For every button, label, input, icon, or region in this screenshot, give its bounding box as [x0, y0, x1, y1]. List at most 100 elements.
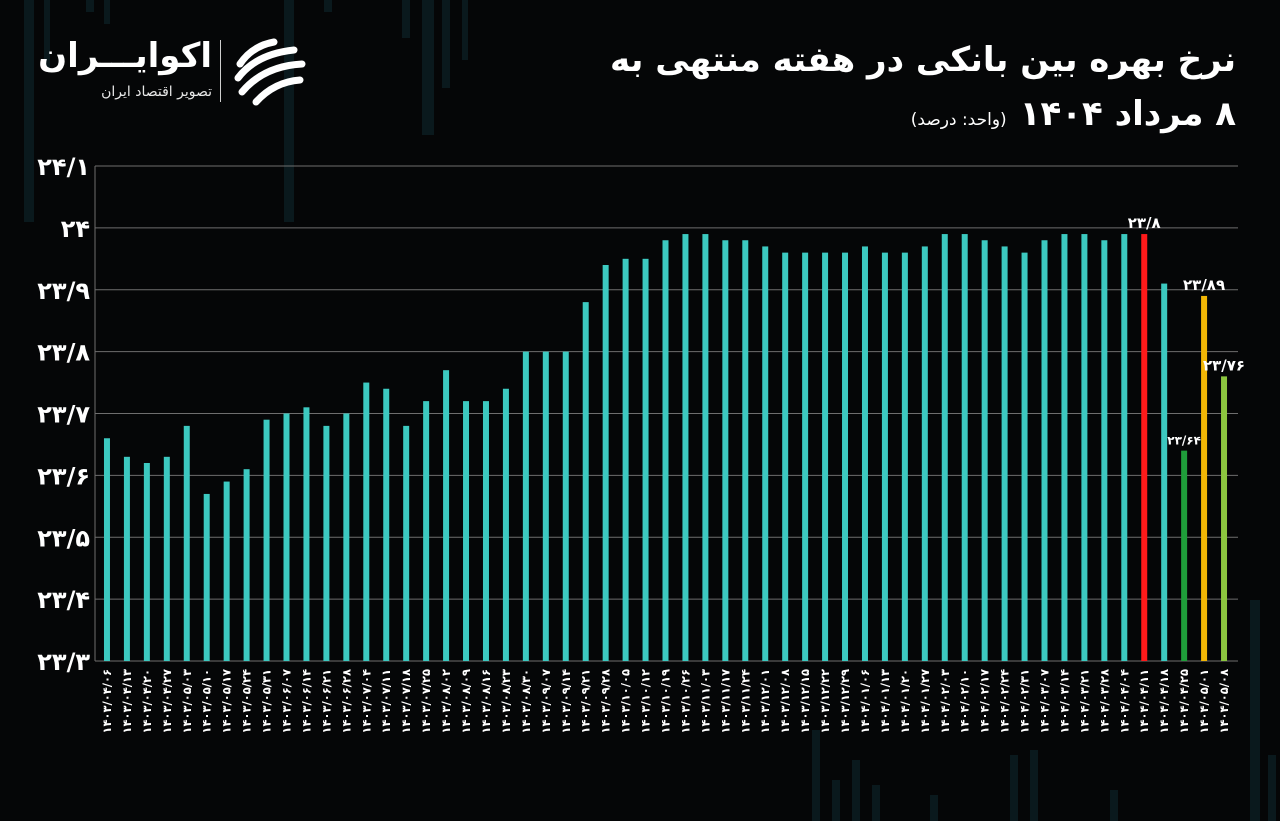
x-tick-label: ۱۴۰۳/۱۱/۲۴ [738, 669, 752, 734]
bar [343, 413, 350, 661]
x-tick-label: ۱۴۰۴/۰۱/۱۳ [878, 669, 892, 734]
chart-title: نرخ بهره بین بانکی در هفته منتهی به [609, 40, 1236, 80]
bar [542, 351, 549, 661]
y-tick-label: ۲۳/۹ [37, 277, 90, 305]
bar [1001, 246, 1008, 661]
x-tick-label: ۱۴۰۳/۰۷/۰۴ [359, 669, 373, 734]
background-candle [1030, 750, 1038, 821]
x-tick-label: ۱۴۰۴/۰۳/۲۸ [1097, 669, 1111, 734]
background-candle [442, 0, 450, 88]
y-tick-label: ۲۳/۷ [37, 401, 90, 429]
background-candle [1010, 755, 1018, 821]
bar [981, 240, 988, 661]
bar [223, 481, 230, 661]
x-tick-label: ۱۴۰۳/۱۱/۰۳ [698, 669, 712, 734]
y-tick-label: ۲۴/۱ [37, 153, 90, 181]
brand-name: اکوایـــران [38, 36, 212, 76]
bar [283, 413, 290, 661]
bar [901, 252, 908, 661]
x-tick-label: ۱۴۰۴/۰۵/۰۱ [1197, 669, 1211, 734]
data-label: ۲۳/۶۴ [1167, 434, 1201, 448]
x-tick-label: ۱۴۰۳/۰۸/۳۰ [519, 669, 533, 734]
background-candle [812, 730, 820, 821]
data-label: ۲۳/۸ [1128, 214, 1161, 232]
bar [602, 265, 609, 661]
background-candle [1268, 755, 1276, 821]
bar [443, 370, 450, 661]
bar [263, 419, 270, 661]
y-tick-label: ۲۳/۴ [37, 586, 90, 614]
bar [722, 240, 729, 661]
bar [403, 425, 410, 661]
x-tick-label: ۱۴۰۴/۰۱/۲۰ [898, 669, 912, 734]
bar [303, 407, 310, 661]
data-label: ۲۳/۸۹ [1183, 276, 1225, 294]
background-candle [462, 0, 468, 60]
x-tick-label: ۱۴۰۳/۱۲/۱۵ [798, 669, 812, 734]
x-tick-label: ۱۴۰۳/۰۸/۰۲ [439, 669, 453, 734]
background-candle [930, 795, 938, 821]
bar [502, 388, 509, 661]
bar [941, 234, 948, 661]
x-tick-label: ۱۴۰۳/۱۰/۱۹ [659, 669, 673, 734]
brand-divider [220, 40, 221, 102]
x-tick-label: ۱۴۰۳/۰۴/۰۶ [100, 669, 114, 734]
bar [881, 252, 888, 661]
bar [183, 425, 190, 661]
bar [642, 258, 649, 661]
x-tick-label: ۱۴۰۳/۰۵/۱۰ [200, 669, 214, 734]
y-tick-label: ۲۳/۶ [37, 462, 90, 490]
background-candle [402, 0, 410, 38]
x-tick-label: ۱۴۰۴/۰۳/۲۱ [1077, 669, 1091, 734]
x-tick-label: ۱۴۰۳/۰۵/۱۷ [220, 669, 234, 734]
unit-note: (واحد: درصد) [910, 110, 1007, 130]
background-candle [324, 0, 332, 12]
bar [921, 246, 928, 661]
x-tick-label: ۱۴۰۳/۰۵/۰۳ [180, 669, 194, 734]
ekoiran-logo-icon [234, 38, 306, 106]
data-label: ۲۳/۷۶ [1203, 356, 1245, 374]
x-tick-label: ۱۴۰۳/۰۹/۱۴ [559, 669, 573, 734]
bar [383, 388, 390, 661]
bar [782, 252, 789, 661]
x-tick-label: ۱۴۰۳/۰۹/۰۷ [539, 669, 553, 734]
x-tick-label: ۱۴۰۳/۰۵/۳۱ [260, 669, 274, 734]
bar [702, 234, 709, 661]
bar [1101, 240, 1108, 661]
y-tick-label: ۲۴ [61, 215, 90, 243]
bar [842, 252, 849, 661]
x-tick-label: ۱۴۰۳/۰۹/۲۱ [579, 669, 593, 734]
background-candle [872, 785, 880, 821]
x-tick-label: ۱۴۰۴/۰۲/۱۰ [958, 669, 972, 734]
y-tick-label: ۲۳/۵ [37, 524, 90, 552]
x-tick-label: ۱۴۰۴/۰۱/۰۶ [858, 669, 872, 734]
bar [463, 401, 470, 661]
x-tick-label: ۱۴۰۴/۰۲/۲۴ [998, 669, 1012, 734]
x-tick-label: ۱۴۰۳/۰۷/۱۱ [379, 669, 393, 734]
background-candle [86, 0, 94, 12]
background-candle [1110, 790, 1118, 821]
bar [482, 401, 489, 661]
bar [1181, 450, 1188, 661]
x-tick-label: ۱۴۰۴/۰۴/۱۸ [1157, 669, 1171, 734]
x-tick-label: ۱۴۰۳/۰۶/۰۷ [280, 669, 294, 734]
bar [822, 252, 829, 661]
bar [861, 246, 868, 661]
x-tick-label: ۱۴۰۳/۱۲/۲۹ [838, 669, 852, 734]
x-tick-label: ۱۴۰۴/۰۴/۰۴ [1117, 669, 1131, 734]
x-tick-label: ۱۴۰۴/۰۳/۰۷ [1038, 669, 1052, 734]
bar [1141, 234, 1148, 661]
x-tick-label: ۱۴۰۳/۰۹/۲۸ [599, 669, 613, 734]
x-tick-label: ۱۴۰۳/۰۸/۰۹ [459, 669, 473, 734]
x-tick-label: ۱۴۰۳/۰۶/۲۸ [339, 669, 353, 734]
x-tick-label: ۱۴۰۳/۰۶/۲۱ [319, 669, 333, 734]
bar [582, 302, 589, 661]
bar [203, 493, 210, 661]
background-candle [104, 0, 110, 24]
bar [1041, 240, 1048, 661]
bar [1021, 252, 1028, 661]
x-tick-label: ۱۴۰۴/۰۴/۱۱ [1137, 669, 1151, 734]
x-tick-label: ۱۴۰۳/۰۵/۲۴ [240, 669, 254, 734]
